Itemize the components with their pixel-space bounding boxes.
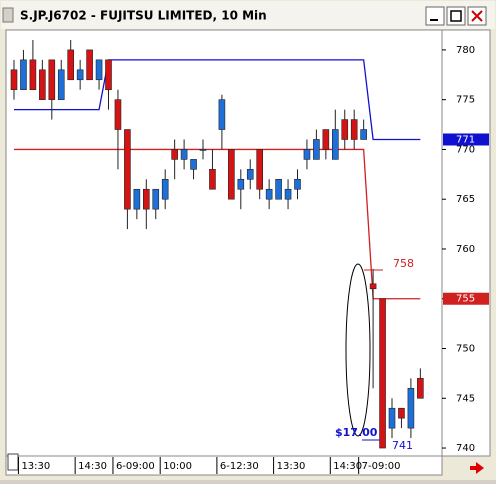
candle-body <box>265 188 273 200</box>
price-axis <box>441 29 491 457</box>
candle-body <box>209 169 216 190</box>
candle-body <box>67 49 74 81</box>
maximize-button[interactable] <box>446 6 466 26</box>
candle-body <box>48 59 56 100</box>
candle-body <box>29 59 37 91</box>
candle-body <box>407 388 415 429</box>
y-tick-label: 740 <box>456 443 475 454</box>
candle-body <box>95 59 103 81</box>
plot-area <box>5 29 443 457</box>
y-tick-label: 775 <box>456 95 475 106</box>
scroll-box[interactable] <box>7 453 19 471</box>
indicator-line <box>14 148 421 300</box>
scroll-arrow[interactable] <box>470 462 484 474</box>
window-icon <box>2 7 14 23</box>
candle-body <box>228 149 235 200</box>
candle-body <box>246 169 254 180</box>
candle-body <box>275 178 282 200</box>
y-tick-label: 750 <box>456 344 475 355</box>
candle-body <box>388 407 396 429</box>
candle-body <box>218 99 226 130</box>
price-marker <box>443 292 489 305</box>
candle-body <box>190 159 197 170</box>
y-tick-label: 770 <box>456 144 475 155</box>
candle-body <box>114 99 122 130</box>
candle-body <box>341 119 349 140</box>
candle-body <box>237 178 245 190</box>
candle-body <box>313 139 320 160</box>
y-tick-label: 760 <box>456 244 475 255</box>
candle-body <box>303 149 311 160</box>
candle-body <box>379 298 386 449</box>
candle-body <box>86 49 93 81</box>
candle-body <box>199 149 207 151</box>
x-tick-label: 6-12:30 <box>220 461 259 472</box>
candle-body <box>256 149 264 190</box>
x-tick-label: 10:00 <box>163 461 192 472</box>
candle-body <box>143 188 150 210</box>
minimize-button[interactable] <box>425 6 445 26</box>
candle-body <box>180 149 188 160</box>
candle-body <box>20 59 27 91</box>
candle-body <box>322 129 330 150</box>
time-axis <box>5 455 443 476</box>
x-tick-label: 13:30 <box>21 461 50 472</box>
candle-body <box>417 378 424 399</box>
candle-body <box>152 188 160 210</box>
candle-body <box>57 69 65 100</box>
window-title: S.JP.J6702 - FUJITSU LIMITED, 10 Min <box>20 9 267 23</box>
annotation: 741 <box>392 439 413 452</box>
candle-body <box>398 407 405 419</box>
candle-body <box>171 149 178 160</box>
price-marker <box>443 133 489 146</box>
candle-body <box>39 69 46 100</box>
annotation: $17.00 <box>335 426 378 439</box>
y-tick-label: 780 <box>456 45 475 56</box>
candle-body <box>124 129 131 210</box>
candle-body <box>76 69 84 81</box>
candle-body <box>331 129 339 160</box>
highlight-ellipse <box>345 263 371 437</box>
x-tick-label: 13:30 <box>277 461 306 472</box>
candle-body <box>294 178 301 190</box>
price-marker-label: 771 <box>456 134 475 145</box>
candle-body <box>161 178 169 200</box>
price-marker-label: 755 <box>456 294 475 305</box>
candle-body <box>10 69 18 91</box>
candle-body <box>350 119 358 140</box>
title-bar <box>1 1 495 29</box>
candle-body <box>369 283 377 290</box>
close-icon <box>471 10 483 22</box>
x-tick-label: 14:30 <box>333 461 362 472</box>
maximize-icon <box>450 10 462 22</box>
candle-body <box>360 129 367 140</box>
candle-body <box>284 188 292 200</box>
x-tick-label: 6-09:00 <box>116 461 155 472</box>
annotation: 758 <box>393 257 414 270</box>
y-tick-label: 745 <box>456 393 475 404</box>
indicator-line <box>14 59 421 141</box>
x-tick-label: 7-09:00 <box>362 461 401 472</box>
y-tick-label: 765 <box>456 194 475 205</box>
x-tick-label: 14:30 <box>78 461 107 472</box>
candle-body <box>133 188 141 210</box>
candle-body <box>105 59 112 91</box>
